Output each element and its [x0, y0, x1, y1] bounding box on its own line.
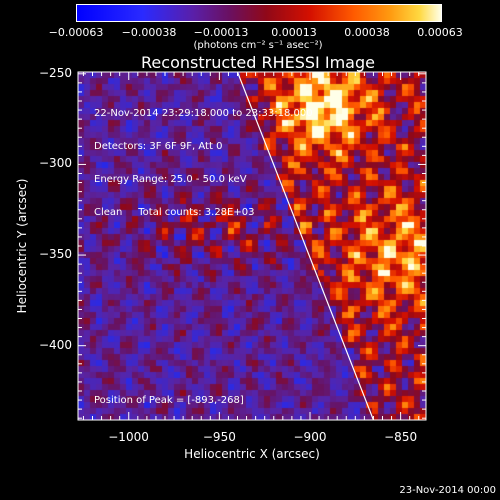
colorbar-tick: 0.00013 [271, 26, 317, 39]
x-axis-label: Heliocentric X (arcsec) [184, 447, 320, 461]
info-line: Detectors: 3F 6F 9F, Att 0 [94, 141, 223, 152]
colorbar-tick: −0.00038 [121, 26, 177, 39]
y-axis-label: Heliocentric Y (arcsec) [15, 178, 29, 314]
colorbar-units: (photons cm⁻² s⁻¹ asec⁻²) [193, 40, 323, 51]
y-tick-label: −300 [39, 156, 72, 171]
info-line: Clean Total counts: 3.28E+03 [94, 207, 255, 218]
colorbar-tick: −0.00063 [48, 26, 104, 39]
observation-info: 22-Nov-2014 23:29:18.000 to 23:33:18.000… [94, 86, 313, 240]
plot-area: 22-Nov-2014 23:29:18.000 to 23:33:18.000… [78, 72, 426, 420]
peak-position-label: Position of Peak = [-893,-268] [94, 395, 244, 406]
colorbar-tick: 0.00063 [417, 26, 463, 39]
colorbar-tick: 0.00038 [344, 26, 390, 39]
colorbar [76, 4, 442, 22]
x-tick-label: −950 [202, 430, 236, 444]
info-line: 22-Nov-2014 23:29:18.000 to 23:33:18.000 [94, 108, 313, 119]
timestamp: 23-Nov-2014 00:00 [399, 485, 496, 496]
x-tick-label: −1000 [108, 430, 149, 444]
y-tick-label: −400 [39, 337, 72, 352]
chart-title: Reconstructed RHESSI Image [141, 53, 375, 72]
info-line: Energy Range: 25.0 - 50.0 keV [94, 174, 247, 185]
y-tick-label: −250 [39, 65, 72, 80]
x-tick-label: −900 [293, 430, 327, 444]
y-tick-label: −350 [39, 247, 72, 262]
x-tick-label: −850 [384, 430, 418, 444]
colorbar-tick: −0.00013 [193, 26, 249, 39]
